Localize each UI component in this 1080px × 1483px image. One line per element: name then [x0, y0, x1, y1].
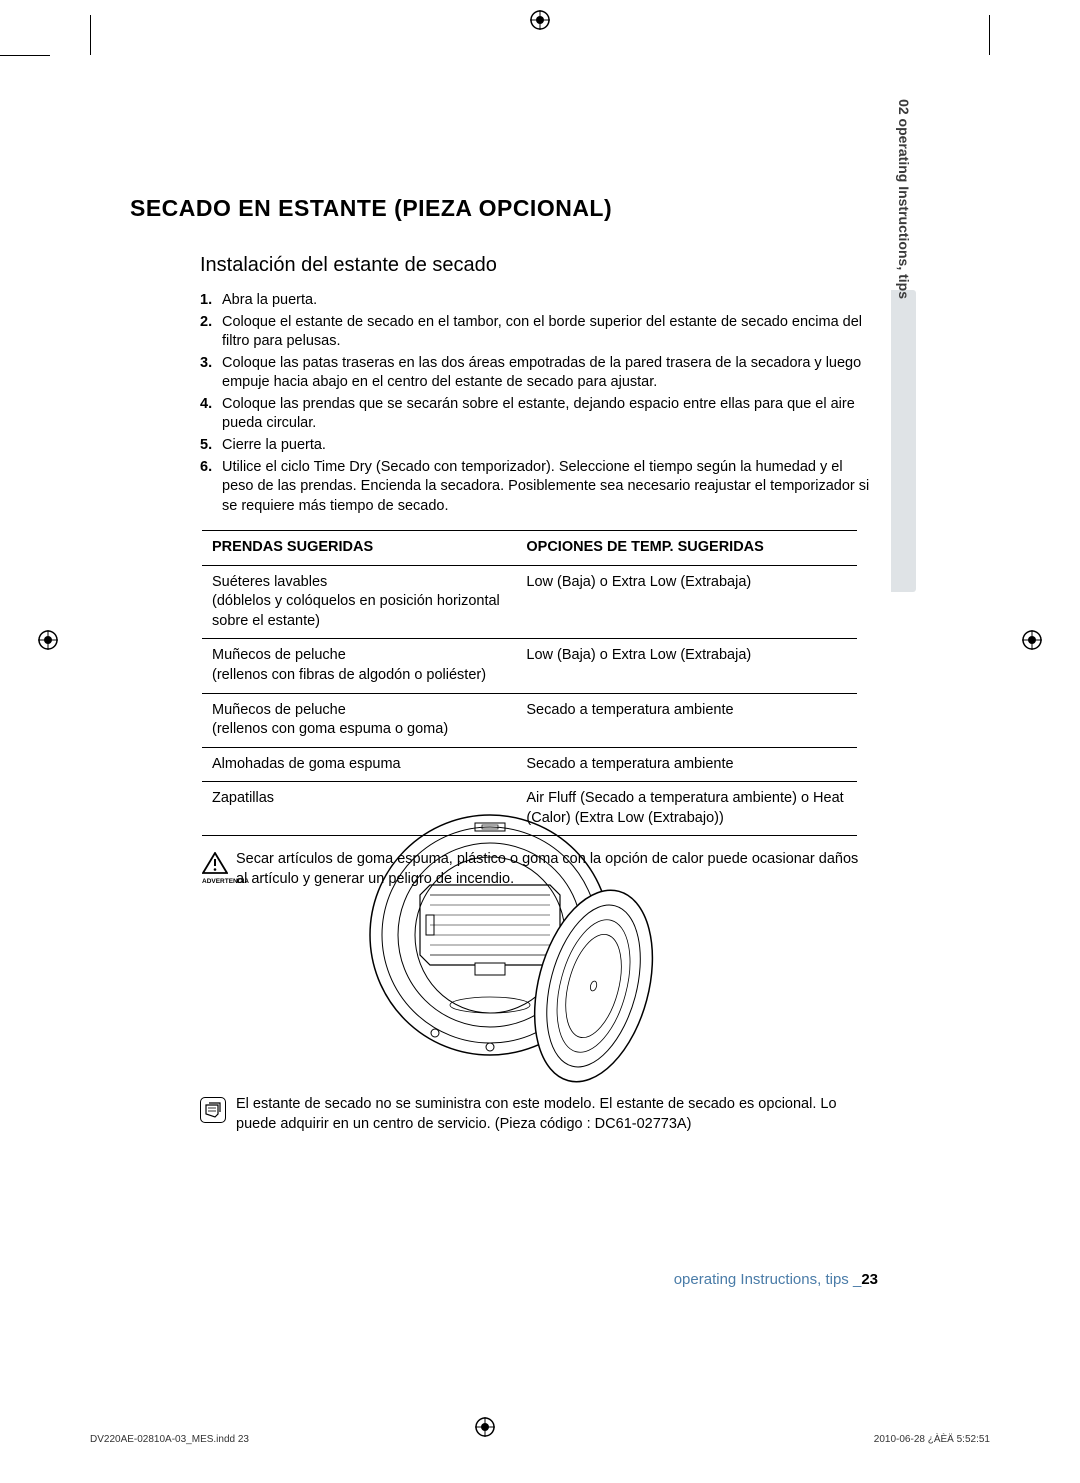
table-row: Muñecos de peluche (rellenos con goma es…: [202, 693, 857, 747]
table-header: PRENDAS SUGERIDAS: [202, 531, 516, 566]
step-item: 4.Coloque las prendas que se secarán sob…: [200, 395, 870, 434]
main-heading: SECADO EN ESTANTE (PIEZA OPCIONAL): [130, 195, 870, 222]
table-cell: Low (Baja) o Extra Low (Extrabaja): [516, 565, 857, 639]
table-cell: Suéteres lavables (dóblelos y colóquelos…: [202, 565, 516, 639]
crop-mark: [90, 15, 91, 55]
garments-table: PRENDAS SUGERIDAS OPCIONES DE TEMP. SUGE…: [202, 530, 857, 836]
step-item: 2.Coloque el estante de secado en el tam…: [200, 313, 870, 352]
page-number: 23: [861, 1271, 878, 1288]
table-cell: Secado a temperatura ambiente: [516, 747, 857, 782]
table-cell: Secado a temperatura ambiente: [516, 693, 857, 747]
side-tab: [891, 290, 916, 592]
table-row: Muñecos de peluche (rellenos con fibras …: [202, 639, 857, 693]
step-text: Coloque las prendas que se secarán sobre…: [222, 395, 870, 434]
installation-steps: 1.Abra la puerta.2.Coloque el estante de…: [200, 291, 870, 516]
step-text: Utilice el ciclo Time Dry (Secado con te…: [222, 458, 870, 517]
dryer-illustration: [360, 805, 700, 1085]
step-item: 3.Coloque las patas traseras en las dos …: [200, 354, 870, 393]
step-number: 5.: [200, 436, 222, 456]
step-text: Coloque las patas traseras en las dos ár…: [222, 354, 870, 393]
footer-text: operating Instructions, tips _: [674, 1271, 862, 1288]
table-row: Almohadas de goma espumaSecado a tempera…: [202, 747, 857, 782]
note-icon: [200, 1097, 226, 1123]
step-number: 6.: [200, 458, 222, 517]
step-number: 1.: [200, 291, 222, 311]
footer-timestamp: 2010-06-28 ¿ÀÈÄ 5:52:51: [874, 1434, 990, 1445]
table-row: Suéteres lavables (dóblelos y colóquelos…: [202, 565, 857, 639]
warning-icon: ADVERTENCIA: [202, 852, 230, 885]
warning-label: ADVERTENCIA: [202, 878, 230, 885]
step-item: 1.Abra la puerta.: [200, 291, 870, 311]
register-mark-icon: [530, 10, 550, 36]
table-header: OPCIONES DE TEMP. SUGERIDAS: [516, 531, 857, 566]
sub-heading: Instalación del estante de secado: [200, 254, 870, 277]
footer-file-info: DV220AE-02810A-03_MES.indd 23: [90, 1434, 249, 1445]
register-mark-icon: [475, 1417, 495, 1443]
table-cell: Muñecos de peluche (rellenos con fibras …: [202, 639, 516, 693]
register-mark-icon: [1022, 630, 1042, 656]
step-number: 2.: [200, 313, 222, 352]
step-item: 5.Cierre la puerta.: [200, 436, 870, 456]
step-item: 6.Utilice el ciclo Time Dry (Secado con …: [200, 458, 870, 517]
table-cell: Low (Baja) o Extra Low (Extrabaja): [516, 639, 857, 693]
crop-mark: [989, 15, 990, 55]
crop-mark: [0, 55, 50, 56]
register-mark-icon: [38, 630, 58, 656]
note-text: El estante de secado no se suministra co…: [236, 1095, 860, 1134]
step-number: 3.: [200, 354, 222, 393]
note-block: El estante de secado no se suministra co…: [200, 1095, 860, 1134]
step-text: Cierre la puerta.: [222, 436, 870, 456]
step-number: 4.: [200, 395, 222, 434]
step-text: Coloque el estante de secado en el tambo…: [222, 313, 870, 352]
step-text: Abra la puerta.: [222, 291, 870, 311]
side-tab-label: 02 operating Instructions, tips: [896, 99, 912, 299]
footer-section-label: operating Instructions, tips _23: [674, 1271, 878, 1288]
table-cell: Almohadas de goma espuma: [202, 747, 516, 782]
table-cell: Muñecos de peluche (rellenos con goma es…: [202, 693, 516, 747]
